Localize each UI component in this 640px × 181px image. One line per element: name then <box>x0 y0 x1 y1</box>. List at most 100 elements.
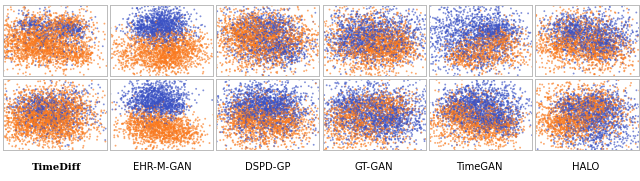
Point <box>601 60 611 62</box>
Point <box>179 130 189 133</box>
Point <box>53 119 63 122</box>
Point <box>252 43 262 45</box>
Point <box>532 49 542 52</box>
Point <box>563 112 573 115</box>
Point <box>25 127 35 130</box>
Point <box>398 31 408 34</box>
Point <box>454 92 464 94</box>
Point <box>161 34 171 37</box>
Point <box>435 115 445 117</box>
Point <box>28 101 38 104</box>
Point <box>352 33 362 36</box>
Point <box>260 52 270 55</box>
Point <box>556 97 566 100</box>
Point <box>615 126 625 129</box>
Point <box>9 93 19 96</box>
Point <box>374 22 385 25</box>
Point <box>15 39 26 41</box>
Point <box>367 38 378 41</box>
Point <box>268 117 278 120</box>
Point <box>264 121 275 124</box>
Point <box>606 30 616 33</box>
Point <box>229 4 239 7</box>
Point <box>271 42 281 45</box>
Point <box>278 90 288 92</box>
Point <box>268 22 278 25</box>
Point <box>404 46 415 49</box>
Point <box>260 37 271 40</box>
Point <box>605 33 615 36</box>
Point <box>217 131 227 134</box>
Point <box>17 138 28 141</box>
Point <box>392 125 403 128</box>
Point <box>155 50 165 53</box>
Point <box>285 35 296 38</box>
Point <box>177 60 187 63</box>
Point <box>556 143 566 146</box>
Point <box>0 102 10 105</box>
Point <box>403 40 413 43</box>
Point <box>595 46 605 49</box>
Point <box>32 37 42 40</box>
Point <box>464 131 474 133</box>
Point <box>244 91 255 94</box>
Point <box>143 79 153 82</box>
Point <box>175 49 185 52</box>
Point <box>489 37 499 40</box>
Point <box>595 59 605 62</box>
Point <box>269 118 280 121</box>
Point <box>156 97 166 100</box>
Point <box>323 110 333 113</box>
Point <box>145 106 156 108</box>
Point <box>600 115 611 118</box>
Point <box>462 25 472 28</box>
Point <box>76 44 86 47</box>
Point <box>575 36 586 39</box>
Point <box>586 38 596 41</box>
Point <box>274 49 284 52</box>
Point <box>41 110 51 113</box>
Point <box>18 119 28 121</box>
Point <box>458 22 468 25</box>
Point <box>620 34 630 37</box>
Point <box>32 108 42 111</box>
Point <box>383 58 394 61</box>
Point <box>604 42 614 45</box>
Point <box>45 91 56 94</box>
Point <box>168 43 178 46</box>
Point <box>226 27 236 30</box>
Point <box>374 96 384 99</box>
Point <box>158 23 168 26</box>
Point <box>0 110 1 113</box>
Point <box>24 75 35 78</box>
Point <box>416 149 426 151</box>
Point <box>483 102 493 105</box>
Point <box>44 45 54 48</box>
Point <box>47 37 58 40</box>
Point <box>577 42 587 45</box>
Point <box>378 96 388 99</box>
Point <box>564 113 575 115</box>
Point <box>338 61 348 64</box>
Point <box>378 121 388 124</box>
Point <box>481 108 492 110</box>
Point <box>468 100 479 103</box>
Point <box>247 131 257 134</box>
Point <box>282 36 292 39</box>
Point <box>383 103 394 106</box>
Point <box>530 130 540 133</box>
Point <box>56 25 66 28</box>
Point <box>149 40 159 43</box>
Point <box>363 46 373 49</box>
Point <box>164 128 175 131</box>
Point <box>35 132 45 135</box>
Point <box>482 70 492 73</box>
Point <box>479 52 489 55</box>
Point <box>481 42 492 45</box>
Point <box>437 36 447 39</box>
Point <box>372 47 382 49</box>
Point <box>76 5 86 8</box>
Point <box>50 44 60 47</box>
Point <box>367 121 377 124</box>
Point <box>233 117 243 120</box>
